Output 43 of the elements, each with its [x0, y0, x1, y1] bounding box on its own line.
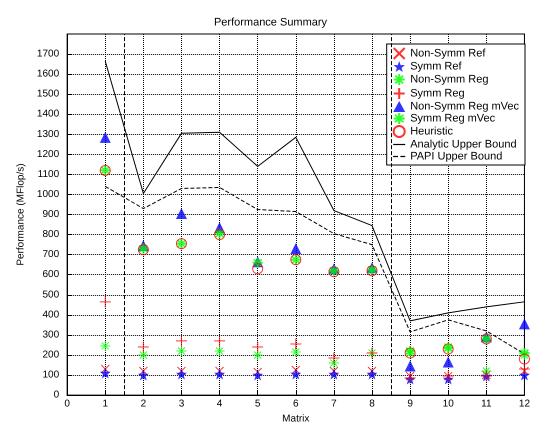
y-tick-label: 300: [42, 329, 60, 340]
x-axis-title: Matrix: [282, 414, 310, 424]
chart-title: Performance Summary: [214, 16, 328, 28]
y-tick-label: 100: [42, 370, 60, 381]
x-tick-label: 6: [293, 398, 300, 410]
y-tick-label: 1100: [38, 168, 60, 180]
y-tick-label: 700: [42, 249, 60, 260]
x-tick-label: 3: [178, 398, 185, 410]
y-tick-label: 600: [42, 269, 60, 280]
y-tick-label: 200: [42, 349, 60, 360]
y-axis-title: Performance (MFlop/s): [16, 163, 26, 266]
y-tick-label: 1000: [36, 188, 60, 200]
legend-label: Analytic Upper Bound: [410, 138, 517, 150]
x-tick-label: 12: [518, 398, 530, 410]
legend-label: PAPI Upper Bound: [410, 150, 502, 162]
y-tick-label: 500: [42, 289, 60, 300]
legend-label: Heuristic: [410, 126, 454, 138]
y-tick-label: 1400: [36, 108, 60, 120]
legend-label: Symm Reg mVec: [410, 112, 496, 124]
y-tick-label: 0: [54, 390, 60, 401]
y-tick-label: 1200: [36, 148, 60, 160]
y-tick-label: 1600: [36, 68, 60, 80]
x-tick-label: 10: [442, 398, 454, 410]
y-tick-label: 1500: [36, 88, 60, 100]
y-tick-label: 400: [42, 309, 60, 320]
y-tick-label: 800: [42, 229, 60, 240]
x-tick-label: 11: [481, 398, 492, 410]
y-tick-label: 1700: [36, 48, 60, 60]
x-tick-label: 7: [331, 398, 338, 410]
legend-label: Non-Symm Reg: [410, 74, 488, 86]
x-tick-label: 2: [140, 398, 147, 410]
legend-label: Symm Reg: [410, 88, 465, 100]
x-tick-label: 4: [216, 398, 223, 410]
legend-label: Symm Ref: [410, 60, 462, 72]
legend-label: Non-Symm Ref: [410, 48, 486, 60]
x-tick-label: 0: [64, 398, 70, 410]
y-tick-label: 1300: [36, 128, 60, 140]
x-tick-label: 8: [369, 398, 376, 410]
y-tick-label: 900: [42, 209, 60, 220]
x-tick-label: 1: [102, 398, 108, 410]
legend-label: Non-Symm Reg mVec: [410, 100, 520, 112]
x-tick-label: 9: [407, 398, 414, 410]
x-tick-label: 5: [254, 398, 261, 410]
